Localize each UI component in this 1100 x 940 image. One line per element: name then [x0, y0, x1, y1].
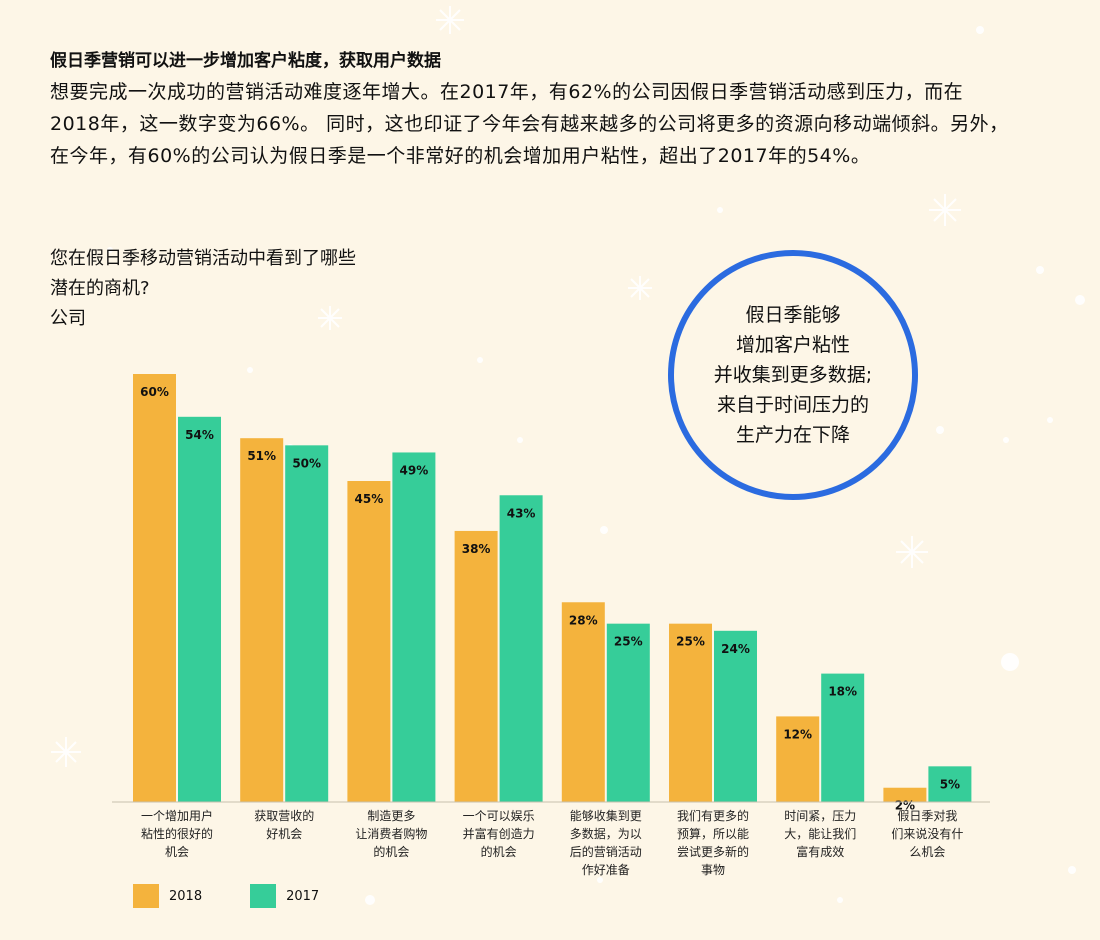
bar-2017-5: [714, 630, 757, 802]
legend-label-2017: 2017: [286, 888, 320, 904]
category-label-3: 一个可以娱乐并富有创造力的机会: [463, 809, 535, 859]
bar-2018-4: [561, 602, 605, 802]
bar-2018-3: [454, 530, 498, 802]
bar-2017-6: [821, 673, 865, 802]
chart-question-line: 您在假日季移动营销活动中看到了哪些: [50, 248, 356, 269]
data-label-2017-3: 43%: [507, 506, 536, 520]
data-label-2018-3: 38%: [462, 542, 491, 556]
legend-label-2018: 2018: [169, 888, 203, 904]
category-label-2: 制造更多让消费者购物的机会: [355, 809, 427, 859]
callout-text: 假日季能够 增加客户粘性 并收集到更多数据; 来自于时间压力的 生产力在下降: [713, 304, 873, 446]
data-label-2017-1: 50%: [292, 456, 321, 470]
legend-swatch-2017: [250, 884, 277, 908]
bar-2017-4: [606, 623, 650, 802]
legend-swatch-2018: [133, 884, 159, 908]
bar-2018-0: [133, 374, 176, 802]
bar-2018-1: [240, 438, 284, 802]
chart-question: 您在假日季移动营销活动中看到了哪些 潜在的商机? 公司: [50, 244, 356, 334]
data-label-2018-4: 28%: [569, 613, 598, 627]
legend: 2018 2017: [133, 884, 367, 908]
data-label-2018-6: 12%: [783, 727, 812, 741]
bar-2017-2: [392, 452, 436, 802]
category-label-7: 假日季对我们来说没有什么机会: [891, 809, 963, 859]
category-label-6: 时间紧，压力大，能让我们富有成效: [784, 809, 856, 859]
data-label-2017-6: 18%: [828, 685, 857, 699]
bar-2018-2: [347, 481, 391, 802]
bar-2018-7: [883, 787, 927, 802]
data-label-2017-4: 25%: [614, 635, 643, 649]
category-label-5: 我们有更多的预算，所以能尝试更多新的事物: [677, 808, 749, 877]
headline: 假日季营销可以进一步增加客户粘度，获取用户数据: [50, 51, 441, 71]
chart-question-line: 公司: [50, 308, 86, 329]
callout-circle: 假日季能够 增加客户粘性 并收集到更多数据; 来自于时间压力的 生产力在下降: [668, 250, 918, 500]
legend-item-2018: 2018: [133, 884, 202, 908]
category-label-1: 获取营收的好机会: [254, 808, 314, 841]
bar-2017-3: [499, 495, 543, 802]
bar-2018-6: [776, 716, 820, 802]
bar-2017-1: [285, 445, 329, 802]
category-label-4: 能够收集到更多数据，为以后的营销活动作好准备: [570, 808, 642, 877]
data-label-2017-7: 5%: [940, 777, 960, 791]
data-label-2018-0: 60%: [140, 385, 169, 399]
intro-paragraph: 想要完成一次成功的营销活动难度逐年增大。在2017年，有62%的公司因假日季营销…: [50, 81, 1009, 167]
data-label-2017-2: 49%: [400, 463, 429, 477]
bar-2017-0: [178, 416, 221, 802]
bar-2018-5: [669, 623, 712, 802]
legend-item-2017: 2017: [250, 884, 319, 908]
chart-question-line: 潜在的商机?: [50, 278, 150, 299]
bar-2017-7: [928, 766, 972, 802]
category-label-0: 一个增加用户粘性的很好的机会: [141, 808, 213, 859]
data-label-2018-1: 51%: [247, 449, 276, 463]
data-label-2018-5: 25%: [676, 635, 705, 649]
data-label-2017-5: 24%: [721, 642, 750, 656]
data-label-2017-0: 54%: [185, 428, 214, 442]
data-label-2018-2: 45%: [355, 492, 384, 506]
